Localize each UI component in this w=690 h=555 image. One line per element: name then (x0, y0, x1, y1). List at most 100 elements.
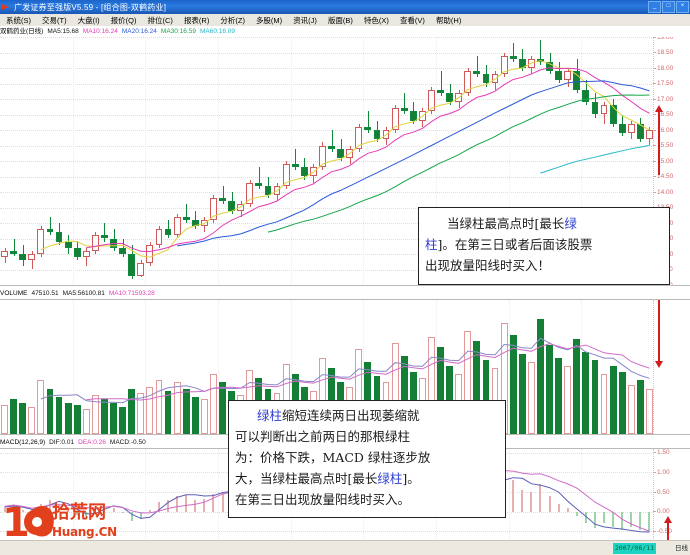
volume-bar (182, 388, 190, 434)
gridline (0, 68, 654, 69)
candle-body (64, 241, 72, 248)
price-axis-tick: 15.50 (652, 142, 674, 149)
macd-histogram-bar (521, 489, 524, 512)
candle-body (600, 105, 608, 115)
volume-value: 47510.51 (31, 290, 59, 297)
ma5-readout: MA5:15.68 (47, 28, 79, 35)
candle-body (1, 250, 8, 258)
menu-system[interactable]: 系统(S) (6, 15, 31, 25)
candle-wick (332, 130, 333, 152)
candle-body (137, 263, 145, 276)
menu-report[interactable]: 报表(R) (183, 15, 210, 25)
price-plot-area[interactable]: 16.0111.25 (0, 37, 654, 285)
macd-histogram-bar (566, 507, 569, 512)
candle-body (609, 105, 617, 124)
macd-histogram-bar (639, 511, 642, 530)
maximize-button[interactable]: □ (662, 1, 675, 13)
gridline (0, 99, 654, 100)
macd-histogram-bar (76, 511, 79, 515)
candle-body (573, 71, 581, 90)
menu-layout[interactable]: 版面(B) (327, 15, 353, 25)
macd-histogram-bar (194, 499, 197, 512)
callout-text: 大，当绿柱最高点时[最长 (235, 471, 378, 486)
candle-body (555, 71, 563, 81)
candle-body (255, 182, 263, 186)
volume-bar (1, 405, 8, 434)
macd-histogram-bar (584, 511, 587, 524)
macd-label: MACD(12,26,9) (0, 439, 46, 446)
macd-histogram-bar (58, 504, 61, 512)
macd-axis-tick: 0.50 (653, 488, 670, 496)
macd-histogram-bar (3, 507, 6, 512)
candle-body (428, 89, 435, 112)
candle-wick (104, 223, 105, 242)
instrument-label: 双鹤药业(日线) (0, 28, 44, 35)
gridline-vertical (291, 37, 292, 285)
menu-quote[interactable]: 报价(Q) (110, 15, 137, 25)
price-axis-tick: 16.50 (652, 111, 674, 118)
menu-view[interactable]: 查看(V) (399, 15, 425, 25)
candle-body (28, 254, 36, 261)
gridline-vertical (436, 300, 437, 434)
menu-help[interactable]: 帮助(H) (435, 15, 462, 25)
candle-body (19, 254, 27, 261)
menu-news[interactable]: 资讯(J) (293, 15, 317, 25)
callout-line: 可以判断出之前两日的那根绿柱 (235, 426, 499, 447)
menu-index[interactable]: 大盘(I) (77, 15, 100, 25)
candle-body (146, 244, 154, 264)
candle-body (618, 123, 626, 134)
statusbar: 2007/06/11 日线 (0, 540, 690, 555)
peak-price-label: 16.01 (543, 37, 559, 39)
menu-trade[interactable]: 交易(T) (42, 15, 67, 25)
macd-histogram-bar (575, 511, 578, 517)
volume-bar (573, 339, 581, 434)
volume-bar (10, 398, 18, 434)
macd-histogram-bar (621, 511, 624, 531)
gear-icon (24, 509, 50, 535)
volume-plot-area[interactable] (0, 300, 654, 434)
candle-wick (50, 216, 51, 236)
menu-analysis[interactable]: 分析(Z) (220, 15, 245, 25)
statusbar-period: 日线 (675, 545, 688, 552)
gridline-vertical (218, 449, 219, 541)
candle-wick (14, 238, 15, 256)
callout-line: 出现放量阳线时买入！ (425, 255, 663, 276)
ma30-line (267, 94, 650, 233)
menu-multi[interactable]: 多股(M) (255, 15, 283, 25)
candle-wick (86, 247, 87, 267)
minimize-button[interactable]: _ (648, 1, 661, 13)
candle-body (328, 145, 335, 149)
candle-body (509, 55, 517, 59)
candle-body (291, 164, 299, 168)
candle-body (101, 235, 108, 239)
candle-wick (441, 71, 442, 96)
gridline (0, 52, 654, 54)
gridline-vertical (436, 37, 437, 285)
gridline-vertical (218, 300, 219, 434)
callout-text: 可以判断出之前两日的那根绿柱 (235, 429, 411, 444)
callout-line: 当绿柱最高点时[最长绿 (425, 213, 663, 234)
volume-bar (55, 396, 63, 434)
gridline-vertical (145, 37, 146, 285)
price-axis-tick: 16.00 (652, 126, 674, 134)
volume-bar (73, 405, 81, 434)
callout-highlight: 柱 (425, 237, 438, 252)
callout-highlight: 绿 (564, 216, 577, 231)
macd-axis-tick: -0.50 (653, 527, 672, 535)
macd-histogram-bar (48, 499, 51, 512)
macd-histogram-bar (157, 501, 160, 512)
candle-body (646, 130, 653, 140)
macd-axis-tick: 0.00 (653, 508, 670, 516)
volume-bar (646, 388, 653, 434)
volume-bar (91, 394, 99, 434)
menu-feature[interactable]: 特色(X) (363, 15, 389, 25)
candle-body (546, 61, 553, 72)
gridline (0, 145, 654, 147)
candle-body (264, 185, 272, 196)
close-button[interactable]: × (676, 1, 689, 13)
window-controls: _ □ × (648, 1, 689, 13)
menu-rank[interactable]: 排位(C) (147, 15, 173, 25)
gridline (0, 269, 654, 271)
volume-ma10-line (86, 343, 650, 401)
macd-histogram-bar (530, 492, 533, 512)
